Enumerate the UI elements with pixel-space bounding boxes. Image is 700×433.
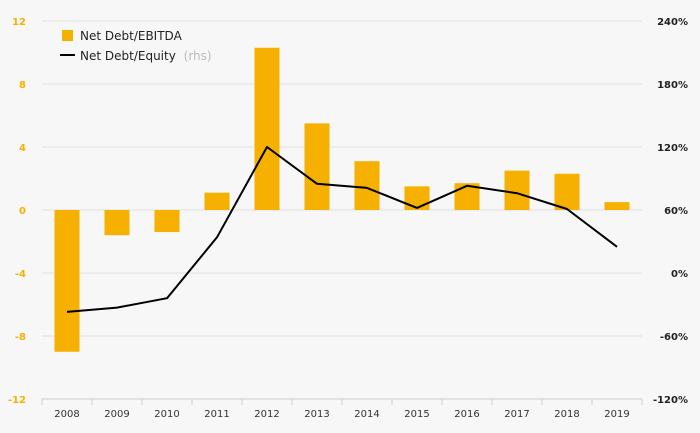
left-tick-label: 4 [19, 143, 26, 154]
x-tick-label: 2010 [154, 409, 179, 420]
right-tick-label: -60% [660, 332, 688, 343]
legend: Net Debt/EBITDA Net Debt/Equity (rhs) [60, 29, 212, 63]
x-tick-label: 2018 [554, 409, 579, 420]
x-tick-label: 2017 [504, 409, 529, 420]
line-net-debt-equity [66, 146, 618, 313]
right-axis: 240% 180% 120% 60% 0% -60% -120% [653, 17, 688, 406]
bar-2012 [254, 47, 280, 211]
x-axis: 2008 2009 2010 2011 2012 2013 2014 2015 2016 2017… [41, 398, 643, 420]
right-tick-label: -120% [653, 395, 688, 406]
left-tick-label: -8 [15, 332, 26, 343]
right-tick-label: 120% [657, 143, 688, 154]
right-tick-label: 240% [657, 17, 688, 28]
bar-series [54, 47, 630, 352]
bar-2018 [554, 173, 580, 210]
legend-label-bar: Net Debt/EBITDA [80, 29, 183, 43]
left-tick-label: 12 [12, 17, 26, 28]
bar-2011 [204, 192, 230, 210]
bar-2013 [304, 123, 330, 210]
x-tick-label: 2008 [54, 409, 79, 420]
left-tick-label: -4 [15, 269, 26, 280]
bar-2010 [154, 210, 180, 233]
bar-2017 [504, 170, 530, 210]
x-tick-label: 2016 [454, 409, 479, 420]
x-tick-label: 2015 [404, 409, 429, 420]
right-tick-label: 180% [657, 80, 688, 91]
legend-label-line-name: Net Debt/Equity [80, 49, 176, 63]
gridlines [42, 20, 642, 400]
x-tick-label: 2014 [354, 409, 379, 420]
bar-2008 [54, 210, 80, 352]
bar-2019 [604, 202, 630, 210]
left-tick-label: 8 [19, 80, 26, 91]
x-tick-label: 2009 [104, 409, 129, 420]
bar-2009 [104, 210, 130, 236]
left-tick-label: 0 [19, 206, 26, 217]
legend-swatch-bar [62, 30, 73, 41]
left-tick-label: -12 [8, 395, 26, 406]
x-tick-label: 2019 [604, 409, 629, 420]
line-series [66, 146, 618, 313]
right-tick-label: 0% [671, 269, 688, 280]
bar-2014 [354, 161, 380, 210]
legend-label-line: Net Debt/Equity (rhs) [80, 49, 212, 63]
legend-label-line-suffix: (rhs) [184, 49, 212, 63]
x-tick-label: 2011 [204, 409, 229, 420]
x-tick-label: 2012 [254, 409, 279, 420]
bar-2015 [404, 186, 430, 210]
right-tick-label: 60% [664, 206, 688, 217]
left-axis: 12 8 4 0 -4 -8 -12 [8, 17, 26, 406]
x-tick-label: 2013 [304, 409, 329, 420]
